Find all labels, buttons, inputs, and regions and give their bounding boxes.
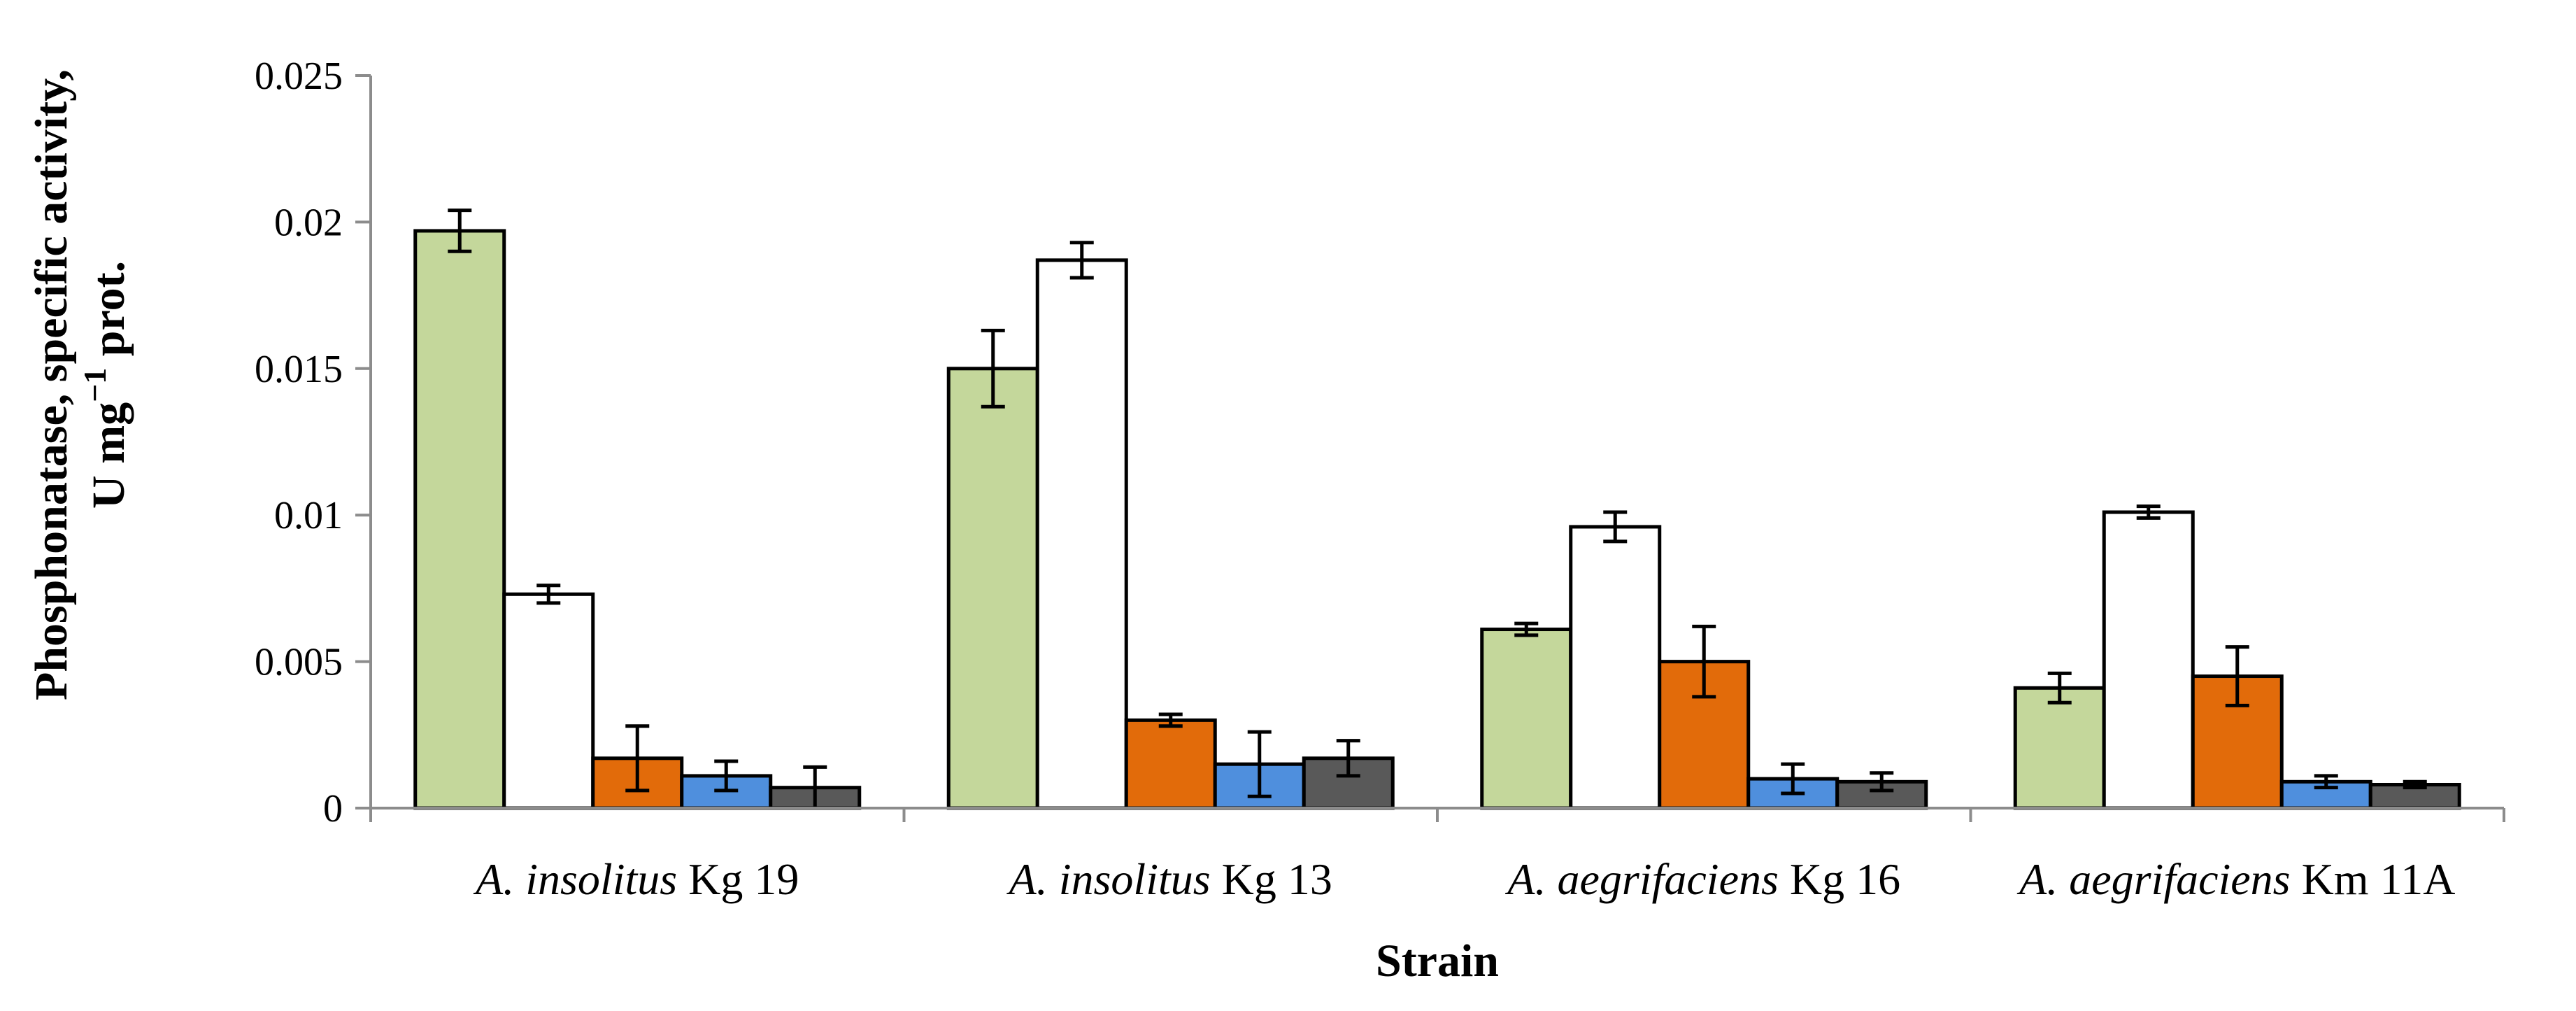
x-axis-title: Strain xyxy=(1376,935,1499,987)
y-axis-title-line1: Phosphonatase, specific activity, xyxy=(26,69,77,700)
x-category-label-species: A. aegrifaciens xyxy=(1504,854,1778,904)
bar-series-1-cat-1 xyxy=(413,229,506,810)
x-category-label: A. insolitus Kg 13 xyxy=(1006,854,1332,904)
axes xyxy=(369,76,2505,822)
x-category-label: A. insolitus Kg 19 xyxy=(473,854,799,904)
bar-series-2-cat-3 xyxy=(1569,525,1662,810)
x-category-label: A. aegrifaciens Km 11A xyxy=(2016,854,2455,904)
x-category-label-strain: Kg 16 xyxy=(1779,854,1900,904)
y-axis-title-suffix: prot. xyxy=(83,261,134,368)
bar-series-1-cat-2 xyxy=(946,367,1039,810)
x-category-label-strain: Km 11A xyxy=(2291,854,2456,904)
bar-series-2-cat-4 xyxy=(2102,510,2195,810)
bar-series-1-cat-4 xyxy=(2013,686,2106,810)
bar-series-2-cat-1 xyxy=(502,592,595,810)
x-category-label-strain: Kg 19 xyxy=(677,854,799,904)
y-tick-label: 0.01 xyxy=(274,494,343,537)
bar-series-1-cat-3 xyxy=(1480,628,1573,810)
y-axis-title-line2: U mg−1 prot. xyxy=(77,261,134,509)
bar-series-2-cat-2 xyxy=(1035,258,1128,810)
bar-series-3-cat-2 xyxy=(1124,718,1217,810)
x-axis-category-labels: A. insolitus Kg 19 A. insolitus Kg 13 A. a… xyxy=(473,854,2455,904)
x-category-label-species: A. insolitus xyxy=(1006,854,1211,904)
y-tick-label: 0.015 xyxy=(255,348,343,391)
y-axis-ticks: 0 0.005 0.01 0.015 0.02 0.025 xyxy=(255,55,371,830)
y-tick-label: 0.005 xyxy=(255,641,343,684)
x-category-label-species: A. aegrifaciens xyxy=(2016,854,2290,904)
y-axis-title-unit: U mg xyxy=(83,402,134,509)
x-category-label-strain: Kg 13 xyxy=(1211,854,1332,904)
x-category-label: A. aegrifaciens Kg 16 xyxy=(1504,854,1900,904)
y-tick-label: 0.025 xyxy=(255,55,343,98)
y-axis-title-exponent: −1 xyxy=(77,368,113,402)
y-axis-title: Phosphonatase, specific activity, U mg−1… xyxy=(26,69,134,700)
y-tick-label: 0.02 xyxy=(274,201,343,244)
x-category-label-species: A. insolitus xyxy=(473,854,677,904)
y-tick-label: 0 xyxy=(323,787,343,830)
